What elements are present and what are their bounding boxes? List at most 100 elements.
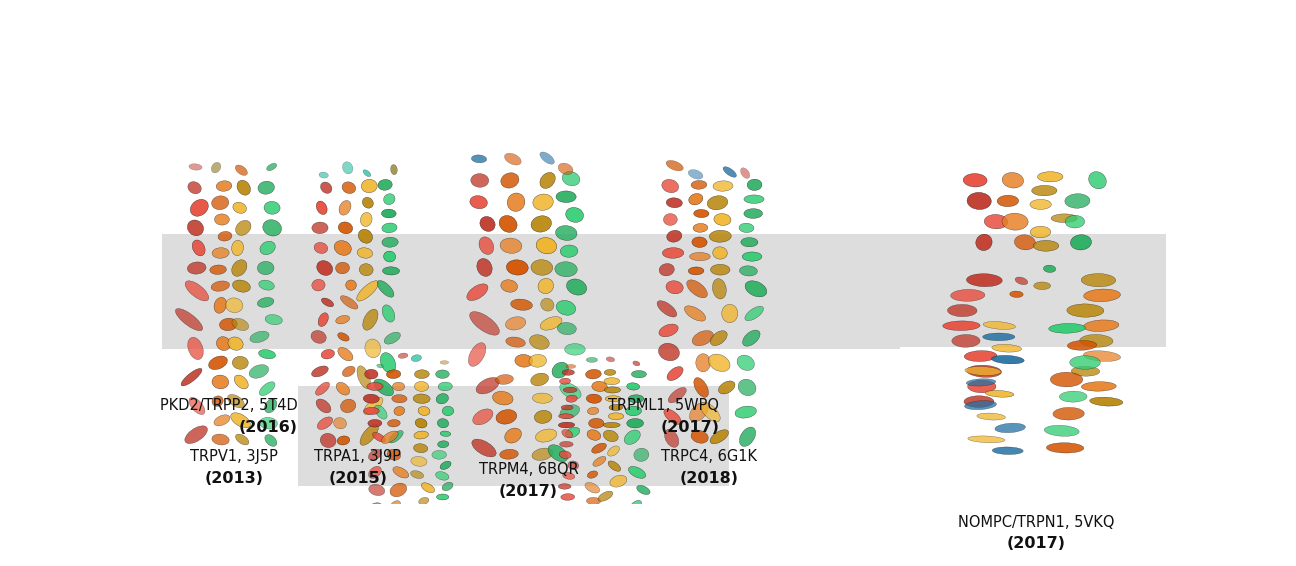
- Ellipse shape: [499, 216, 517, 233]
- Ellipse shape: [363, 198, 373, 208]
- Ellipse shape: [1030, 226, 1051, 238]
- Ellipse shape: [188, 262, 206, 274]
- Ellipse shape: [188, 182, 201, 194]
- Ellipse shape: [249, 365, 268, 378]
- Ellipse shape: [231, 413, 250, 428]
- Ellipse shape: [560, 526, 573, 531]
- Ellipse shape: [1015, 235, 1036, 250]
- Ellipse shape: [442, 504, 454, 511]
- Ellipse shape: [218, 231, 232, 241]
- Ellipse shape: [500, 173, 518, 188]
- Ellipse shape: [562, 473, 575, 479]
- Ellipse shape: [739, 379, 756, 396]
- Ellipse shape: [689, 252, 710, 261]
- Ellipse shape: [438, 382, 452, 391]
- Ellipse shape: [505, 337, 525, 347]
- Ellipse shape: [631, 371, 647, 378]
- Ellipse shape: [363, 309, 378, 330]
- Ellipse shape: [562, 430, 573, 438]
- Ellipse shape: [411, 355, 421, 362]
- Ellipse shape: [419, 498, 429, 504]
- Ellipse shape: [318, 417, 333, 430]
- Ellipse shape: [1068, 341, 1096, 350]
- Ellipse shape: [338, 222, 353, 234]
- Ellipse shape: [1059, 391, 1087, 402]
- Ellipse shape: [537, 238, 557, 254]
- Ellipse shape: [964, 401, 997, 410]
- Ellipse shape: [746, 179, 762, 191]
- Ellipse shape: [389, 431, 403, 443]
- Ellipse shape: [258, 298, 273, 307]
- Ellipse shape: [991, 344, 1021, 352]
- Ellipse shape: [713, 247, 727, 259]
- Ellipse shape: [477, 259, 492, 276]
- Ellipse shape: [377, 364, 384, 368]
- Ellipse shape: [1089, 171, 1107, 189]
- Ellipse shape: [691, 181, 706, 189]
- Ellipse shape: [340, 200, 351, 215]
- Ellipse shape: [538, 278, 553, 294]
- Ellipse shape: [211, 196, 229, 209]
- Ellipse shape: [1002, 173, 1024, 188]
- Ellipse shape: [584, 482, 600, 493]
- Ellipse shape: [213, 396, 223, 406]
- Ellipse shape: [236, 220, 251, 235]
- Ellipse shape: [259, 280, 275, 290]
- Ellipse shape: [363, 170, 371, 177]
- Ellipse shape: [664, 409, 682, 424]
- Ellipse shape: [741, 238, 758, 247]
- Ellipse shape: [415, 370, 429, 379]
- Ellipse shape: [587, 408, 599, 415]
- Ellipse shape: [470, 174, 489, 187]
- Ellipse shape: [232, 319, 249, 331]
- Ellipse shape: [432, 451, 447, 459]
- Ellipse shape: [365, 339, 381, 358]
- Ellipse shape: [411, 457, 426, 466]
- Ellipse shape: [472, 155, 487, 163]
- Ellipse shape: [976, 234, 993, 251]
- Ellipse shape: [531, 260, 553, 275]
- Ellipse shape: [627, 500, 642, 514]
- Ellipse shape: [507, 260, 529, 275]
- Ellipse shape: [236, 434, 249, 445]
- Ellipse shape: [568, 461, 578, 470]
- Ellipse shape: [500, 280, 517, 292]
- Ellipse shape: [688, 267, 704, 275]
- Ellipse shape: [380, 353, 395, 373]
- Ellipse shape: [1069, 355, 1100, 369]
- Ellipse shape: [1032, 186, 1058, 196]
- Ellipse shape: [337, 436, 350, 445]
- Ellipse shape: [515, 354, 533, 367]
- Ellipse shape: [540, 316, 562, 330]
- Ellipse shape: [364, 397, 384, 415]
- Ellipse shape: [388, 449, 400, 460]
- Ellipse shape: [311, 331, 327, 344]
- Ellipse shape: [316, 399, 330, 413]
- Ellipse shape: [982, 333, 1015, 341]
- Ellipse shape: [632, 361, 640, 366]
- Ellipse shape: [415, 418, 428, 428]
- Ellipse shape: [500, 449, 518, 459]
- Ellipse shape: [470, 196, 487, 209]
- Ellipse shape: [232, 240, 244, 256]
- Ellipse shape: [950, 289, 985, 301]
- Ellipse shape: [691, 430, 709, 443]
- Ellipse shape: [511, 299, 533, 310]
- Ellipse shape: [384, 251, 395, 262]
- Ellipse shape: [566, 365, 575, 368]
- Ellipse shape: [687, 280, 708, 298]
- Ellipse shape: [320, 182, 332, 194]
- Ellipse shape: [346, 280, 356, 290]
- Ellipse shape: [692, 237, 708, 247]
- Ellipse shape: [386, 370, 400, 379]
- Ellipse shape: [415, 381, 429, 391]
- Ellipse shape: [564, 387, 577, 393]
- Ellipse shape: [260, 241, 275, 255]
- Ellipse shape: [1090, 397, 1122, 406]
- Ellipse shape: [504, 153, 521, 165]
- Ellipse shape: [530, 373, 548, 386]
- Ellipse shape: [316, 201, 327, 215]
- Ellipse shape: [336, 262, 350, 274]
- Text: NOMPC/TRPN1, 5VKQ: NOMPC/TRPN1, 5VKQ: [958, 514, 1115, 530]
- Ellipse shape: [311, 366, 328, 377]
